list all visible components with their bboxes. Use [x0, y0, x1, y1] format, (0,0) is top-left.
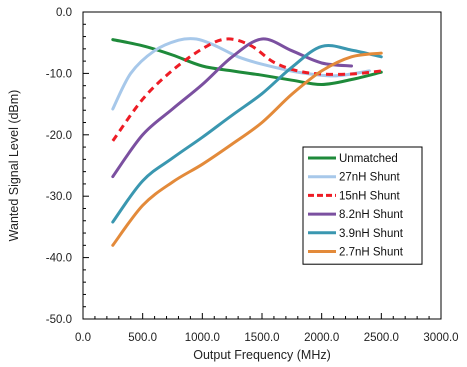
y-tick-label: -40.0 [46, 253, 72, 265]
y-tick-label: -20.0 [46, 130, 72, 142]
x-tick-label: 3000.0 [423, 332, 458, 344]
legend-label: 15nH Shunt [339, 190, 401, 202]
y-tick-label: -10.0 [46, 68, 72, 80]
x-tick-label: 2000.0 [304, 332, 339, 344]
y-tick-label: 0.0 [56, 7, 72, 19]
y-axis-title: Wanted Signal Level (dBm) [7, 90, 21, 242]
x-tick-label: 1000.0 [185, 332, 220, 344]
x-tick-label: 500.0 [128, 332, 157, 344]
y-tick-label: -50.0 [46, 314, 72, 326]
legend-label: 27nH Shunt [339, 172, 401, 184]
legend-label: 8.2nH Shunt [339, 209, 404, 221]
x-tick-label: 0.0 [75, 332, 91, 344]
legend: Unmatched 27nH Shunt 15nH Shunt 8.2nH Shunt… [303, 147, 422, 264]
x-tick-label: 1500.0 [244, 332, 279, 344]
legend-label: 2.7nH Shunt [339, 247, 404, 259]
y-tick-label: -30.0 [46, 191, 72, 203]
x-axis-title: Output Frequency (MHz) [193, 348, 331, 362]
legend-label: 3.9nH Shunt [339, 228, 404, 240]
x-tick-label: 2500.0 [364, 332, 399, 344]
legend-label: Unmatched [339, 153, 398, 165]
